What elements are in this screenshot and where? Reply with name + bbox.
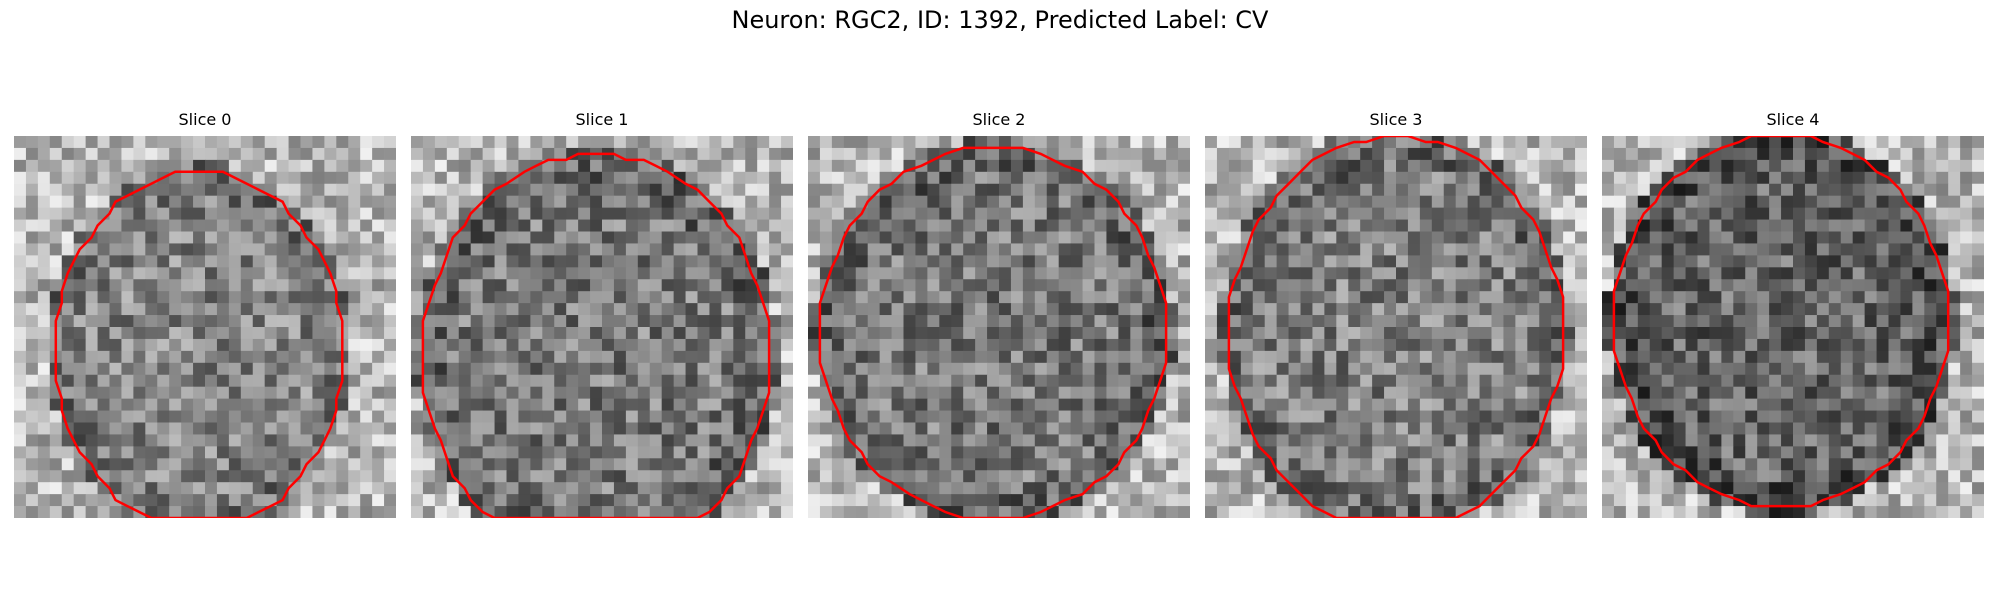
slice-image-2 bbox=[808, 136, 1190, 518]
slice-title: Slice 0 bbox=[178, 110, 232, 129]
slice-panel-4: Slice 4 bbox=[1602, 108, 1984, 518]
slice-image-3 bbox=[1205, 136, 1587, 518]
slice-image-4 bbox=[1602, 136, 1984, 518]
slice-title: Slice 4 bbox=[1766, 110, 1820, 129]
segmentation-contour bbox=[818, 146, 1168, 518]
slice-title: Slice 1 bbox=[575, 110, 629, 129]
figure-title: Neuron: RGC2, ID: 1392, Predicted Label:… bbox=[731, 6, 1269, 34]
slice-image-1 bbox=[411, 136, 793, 518]
slice-title: Slice 3 bbox=[1369, 110, 1423, 129]
segmentation-contour bbox=[1227, 136, 1565, 518]
slice-panel-0: Slice 0 bbox=[14, 108, 396, 518]
segmentation-contour bbox=[1612, 136, 1950, 508]
slice-image-0 bbox=[14, 136, 396, 518]
slice-panel-1: Slice 1 bbox=[411, 108, 793, 518]
slice-panel-2: Slice 2 bbox=[808, 108, 1190, 518]
slice-panel-3: Slice 3 bbox=[1205, 108, 1587, 518]
segmentation-contour bbox=[54, 170, 344, 518]
slice-title: Slice 2 bbox=[972, 110, 1026, 129]
segmentation-contour bbox=[421, 152, 771, 518]
